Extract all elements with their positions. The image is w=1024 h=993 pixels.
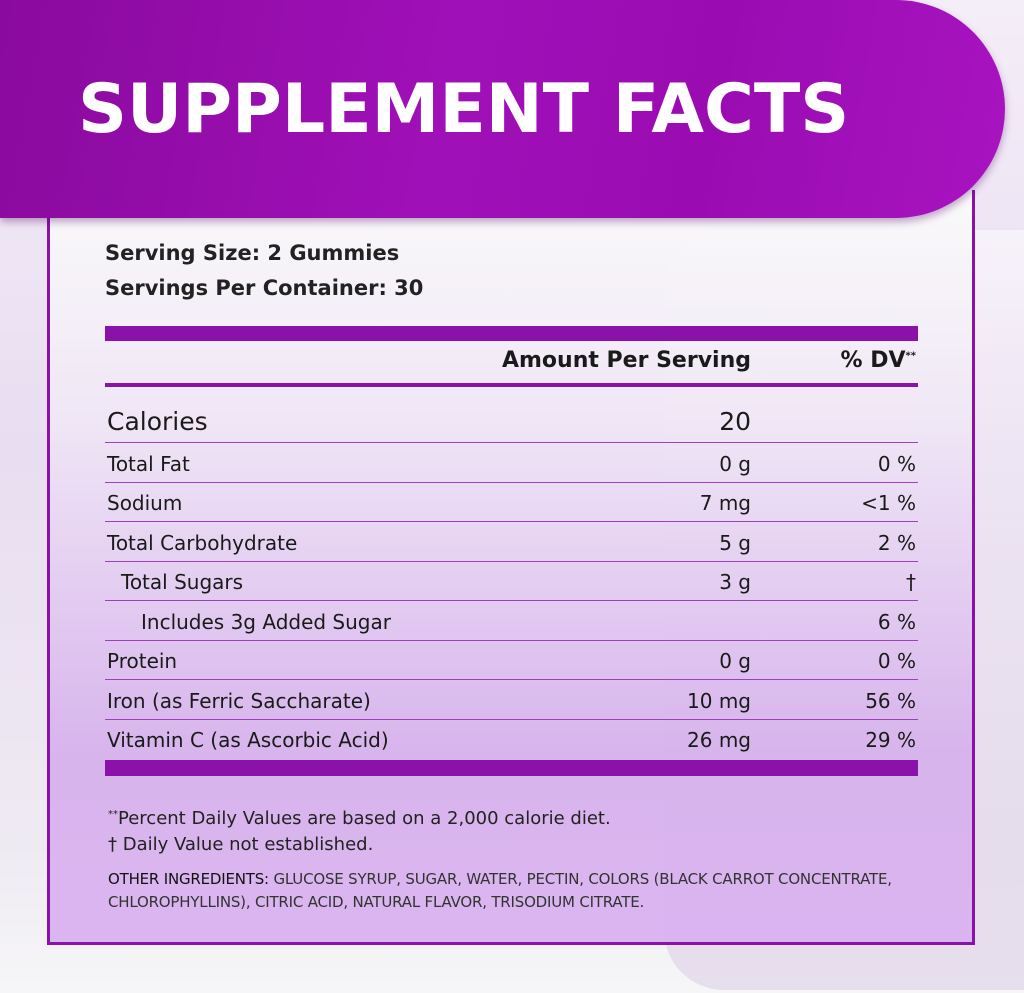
nutrient-amount: 3 g <box>719 570 751 594</box>
nutrient-dv: 29 % <box>865 728 916 752</box>
nutrient-row: Calories 20 <box>105 389 918 443</box>
ingredients-text: GLUCOSE SYRUP, SUGAR, WATER, PECTIN, COL… <box>108 870 892 911</box>
ingredients-label: OTHER INGREDIENTS: <box>108 870 269 888</box>
serving-size: Serving Size: 2 Gummies <box>105 241 400 265</box>
page-title: SUPPLEMENT FACTS <box>78 70 850 149</box>
nutrient-name: Total Sugars <box>121 570 244 594</box>
nutrient-row: Vitamin C (as Ascorbic Acid) 26 mg 29 % <box>105 719 918 758</box>
footnote-dv: Percent Daily Values are based on a 2,00… <box>118 808 611 829</box>
nutrient-name: Calories <box>107 407 208 436</box>
dv-header-mark: ** <box>905 350 916 362</box>
nutrient-amount: 0 g <box>719 452 751 476</box>
nutrient-dv: 2 % <box>877 531 916 555</box>
facts-panel <box>47 190 975 945</box>
other-ingredients: OTHER INGREDIENTS: GLUCOSE SYRUP, SUGAR,… <box>108 868 918 914</box>
nutrient-name: Iron (as Ferric Saccharate) <box>107 689 371 713</box>
nutrient-row: Includes 3g Added Sugar 6 % <box>105 601 918 641</box>
nutrient-dv: <1 % <box>861 491 916 515</box>
nutrient-row: Total Sugars 3 g † <box>105 561 918 601</box>
nutrient-amount: 5 g <box>719 531 751 555</box>
nutrient-row: Total Carbohydrate 5 g 2 % <box>105 522 918 562</box>
nutrient-name: Vitamin C (as Ascorbic Acid) <box>107 728 389 752</box>
nutrient-name: Sodium <box>107 491 183 515</box>
nutrient-dv: 6 % <box>877 610 916 634</box>
nutrient-dv: † <box>906 570 916 594</box>
footnote-dv-line: **Percent Daily Values are based on a 2,… <box>108 808 611 829</box>
divider-thick-bottom <box>105 760 918 776</box>
nutrient-amount: 7 mg <box>699 491 751 515</box>
nutrient-name: Includes 3g Added Sugar <box>141 610 391 634</box>
dv-header: % DV <box>840 348 906 373</box>
footnote-dagger: † Daily Value not established. <box>108 834 374 855</box>
title-banner: SUPPLEMENT FACTS <box>0 0 1005 218</box>
nutrient-name: Total Carbohydrate <box>107 531 298 555</box>
nutrient-dv: 56 % <box>865 689 916 713</box>
nutrient-row: Total Fat 0 g 0 % <box>105 443 918 483</box>
divider-thick-top <box>105 326 918 341</box>
amount-header: Amount Per Serving <box>501 348 751 373</box>
nutrient-row: Protein 0 g 0 % <box>105 640 918 680</box>
nutrient-dv: 0 % <box>877 649 916 673</box>
nutrient-amount: 26 mg <box>687 728 751 752</box>
divider-header <box>105 383 918 387</box>
servings-per-container: Servings Per Container: 30 <box>105 276 424 300</box>
nutrient-dv: 0 % <box>877 452 916 476</box>
nutrient-row: Iron (as Ferric Saccharate) 10 mg 56 % <box>105 680 918 720</box>
nutrient-name: Total Fat <box>107 452 190 476</box>
footnote-mark: ** <box>108 809 118 820</box>
dv-header-wrap: % DV** <box>841 348 916 373</box>
nutrient-row: Sodium 7 mg <1 % <box>105 482 918 522</box>
nutrient-amount: 20 <box>719 407 751 436</box>
nutrient-amount: 10 mg <box>687 689 751 713</box>
nutrient-amount: 0 g <box>719 649 751 673</box>
nutrient-name: Protein <box>107 649 178 673</box>
